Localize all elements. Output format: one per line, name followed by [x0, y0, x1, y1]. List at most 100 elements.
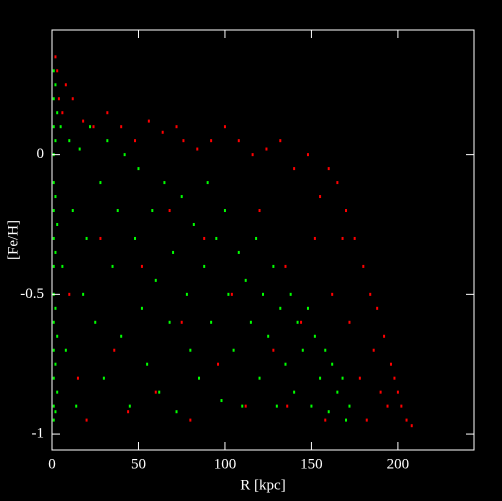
point — [258, 209, 261, 213]
point — [310, 404, 313, 408]
point — [255, 236, 258, 240]
point — [267, 334, 270, 338]
point — [71, 97, 74, 101]
point — [52, 97, 55, 101]
point — [405, 418, 408, 422]
point — [151, 209, 154, 213]
point — [265, 147, 268, 151]
x-axis-title: R [kpc] — [240, 477, 285, 493]
point — [358, 376, 361, 380]
point — [172, 250, 175, 254]
y-tick-label: -0.5 — [20, 286, 44, 302]
point — [251, 153, 254, 157]
point — [52, 125, 55, 129]
point — [52, 348, 55, 352]
point — [89, 125, 92, 129]
point — [262, 292, 264, 296]
point — [223, 125, 226, 129]
point — [284, 362, 287, 366]
point — [94, 320, 97, 324]
points — [52, 55, 413, 428]
point — [120, 334, 123, 338]
point — [376, 306, 379, 310]
point — [217, 362, 220, 366]
point — [71, 209, 74, 213]
point — [203, 236, 206, 240]
point — [111, 264, 114, 268]
point — [168, 320, 171, 324]
point — [327, 410, 330, 414]
point — [313, 334, 316, 338]
point — [54, 250, 57, 254]
point — [275, 404, 278, 408]
point — [99, 181, 102, 185]
point — [348, 404, 351, 408]
point — [313, 236, 316, 240]
point — [230, 292, 233, 296]
point — [284, 264, 287, 268]
point — [59, 125, 62, 129]
point — [300, 320, 303, 324]
point — [56, 69, 59, 73]
point — [61, 111, 64, 115]
point — [54, 55, 57, 59]
point — [237, 250, 240, 254]
point — [56, 334, 59, 338]
point — [168, 209, 171, 213]
point — [158, 390, 161, 394]
point — [331, 362, 334, 366]
point — [113, 348, 116, 352]
point — [140, 264, 143, 268]
point — [123, 153, 126, 157]
point — [52, 418, 55, 422]
point — [306, 153, 309, 157]
point — [223, 209, 226, 213]
point — [185, 292, 188, 296]
point — [137, 167, 140, 171]
point — [210, 139, 213, 143]
point — [279, 306, 282, 310]
point — [396, 390, 399, 394]
point — [116, 209, 119, 213]
point — [379, 390, 382, 394]
point — [196, 147, 199, 151]
x-tick-label: 50 — [131, 456, 146, 472]
point — [52, 320, 55, 324]
point — [293, 167, 296, 171]
point — [227, 292, 230, 296]
point — [289, 292, 292, 296]
point — [232, 348, 235, 352]
point — [336, 390, 339, 394]
point — [365, 418, 368, 422]
point — [140, 306, 143, 310]
point — [64, 348, 67, 352]
point — [82, 292, 85, 296]
point — [154, 390, 157, 394]
point — [134, 236, 137, 240]
point — [68, 292, 71, 296]
point — [128, 404, 131, 408]
point — [52, 404, 55, 408]
point — [75, 404, 78, 408]
point — [324, 348, 327, 352]
x-tick-label: 200 — [387, 456, 410, 472]
point — [182, 139, 185, 143]
point — [61, 264, 64, 268]
point — [120, 125, 123, 129]
axes-frame — [51, 29, 475, 451]
point — [362, 264, 365, 268]
point — [64, 83, 67, 87]
point — [306, 306, 309, 310]
point — [348, 320, 351, 324]
x-tick-label: 100 — [214, 456, 237, 472]
point — [161, 130, 164, 134]
point — [345, 418, 348, 422]
point — [52, 264, 55, 268]
point — [244, 404, 247, 408]
point — [54, 362, 57, 366]
point — [99, 236, 102, 240]
point — [279, 139, 282, 143]
point — [241, 404, 244, 408]
point — [220, 399, 223, 403]
